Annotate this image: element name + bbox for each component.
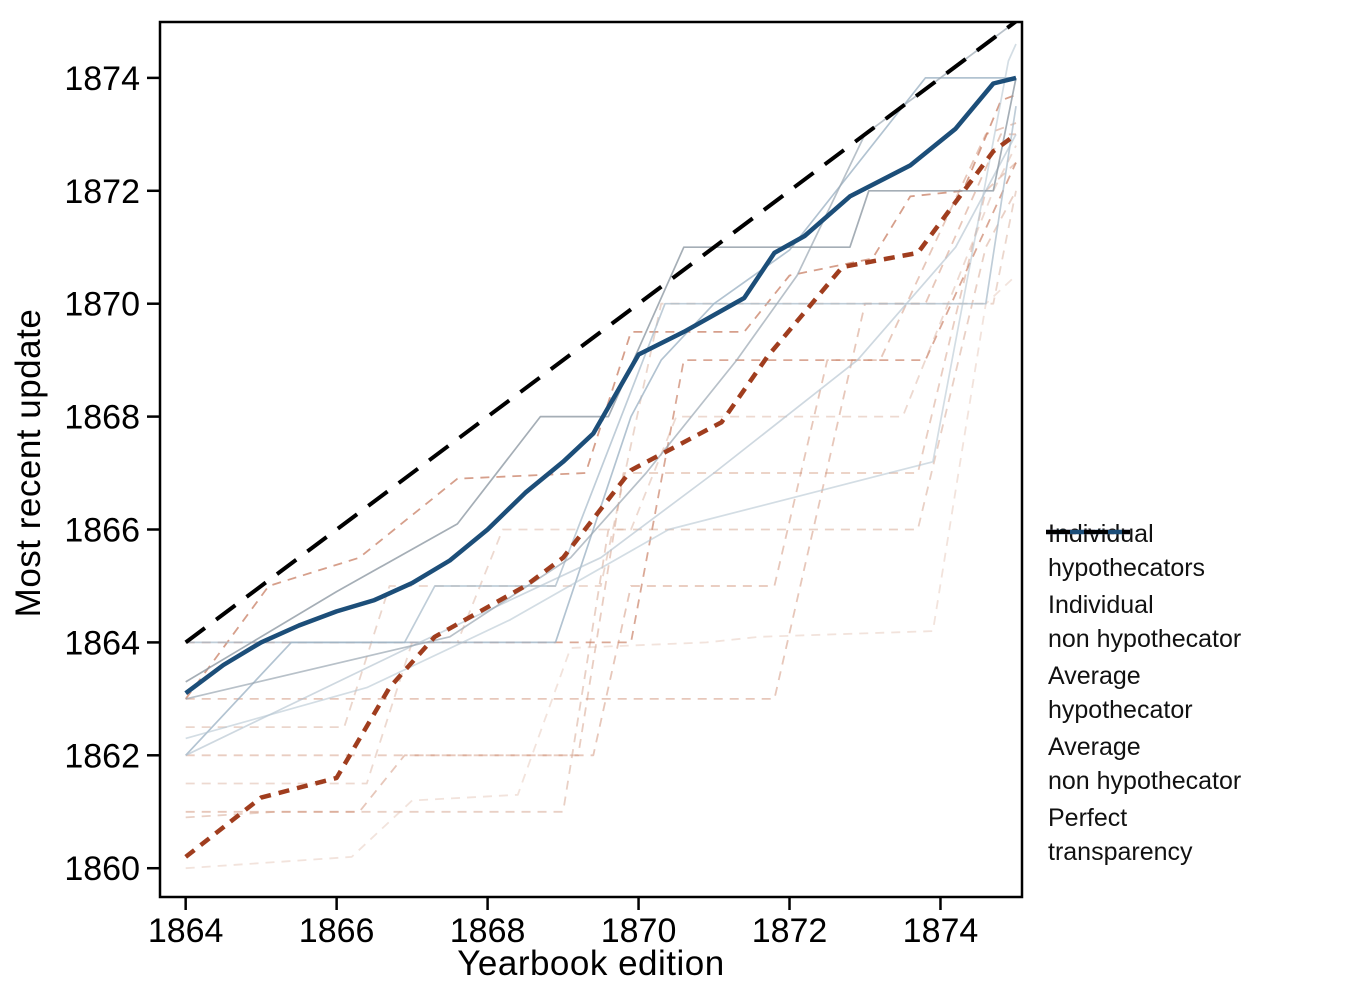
y-axis-title: Most recent update (9, 308, 48, 618)
legend: Individual hypothecators Individual non … (1040, 515, 1365, 870)
x-tick-label: 1864 (148, 912, 224, 950)
legend-label: Average hypothecator (1048, 661, 1193, 724)
series-individual-non-hypothecators-line (185, 22, 1017, 700)
x-axis-title: Yearbook edition (457, 944, 725, 983)
legend-item-perfect-transparency: Perfect transparency (1040, 530, 1365, 870)
y-tick-label: 1872 (64, 173, 140, 211)
x-tick-label: 1868 (450, 912, 526, 950)
series-individual-hypothecators-line (185, 274, 1017, 870)
y-tick-label: 1862 (64, 737, 140, 775)
series-individual-hypothecators-line (185, 190, 1017, 819)
y-tick-label: 1868 (64, 399, 140, 437)
series-individual-non-hypothecators-line (185, 43, 1017, 740)
series-individual-hypothecators-line (185, 190, 1017, 728)
series-individual-hypothecators-line (185, 162, 1017, 644)
y-tick-label: 1866 (64, 512, 140, 550)
axes: 1864 1866 1868 1870 1872 1874 1860 1862 1864 1866… (64, 60, 978, 950)
series-individual-non-hypothecators-line (185, 77, 1016, 756)
series-average-non-hypothecator-line (184, 75, 1017, 696)
y-tick-label: 1870 (64, 286, 140, 324)
y-tick-label: 1874 (64, 60, 140, 98)
series-individual-non-hypothecators-line (185, 105, 1017, 644)
series-individual-hypothecators-line (185, 145, 1017, 785)
y-tick-label: 1860 (64, 850, 140, 888)
x-tick-label: 1872 (752, 912, 828, 950)
legend-label: Individual non hypothecator (1048, 590, 1242, 653)
legend-item-average-non-hypothecator: Average non hypothecator (1040, 529, 1365, 799)
plot-border (158, 20, 1024, 899)
y-tick-label: 1864 (64, 624, 140, 662)
legend-swatch-perfect-transparency (1046, 530, 1130, 534)
legend-item-individual-non-hypothecator: Individual non hypothecator (1040, 531, 1365, 657)
series-individual-hypothecators-line (185, 122, 1017, 813)
series-average-hypothecator-line (184, 132, 1018, 859)
legend-label: Perfect transparency (1048, 803, 1193, 866)
plot-area (184, 22, 1018, 870)
series-perfect-transparency-line (184, 22, 1018, 645)
series-individual-non-hypothecators-line (185, 133, 1017, 757)
legend-label: Average non hypothecator (1048, 732, 1242, 795)
legend-item-average-hypothecator: Average hypothecator (1040, 529, 1365, 728)
series-individual-non-hypothecators-line (185, 77, 1017, 683)
x-tick-label: 1874 (903, 912, 979, 950)
series-individual-hypothecators-line (185, 161, 1017, 757)
x-tick-label: 1870 (601, 912, 677, 950)
x-tick-label: 1866 (299, 912, 375, 950)
